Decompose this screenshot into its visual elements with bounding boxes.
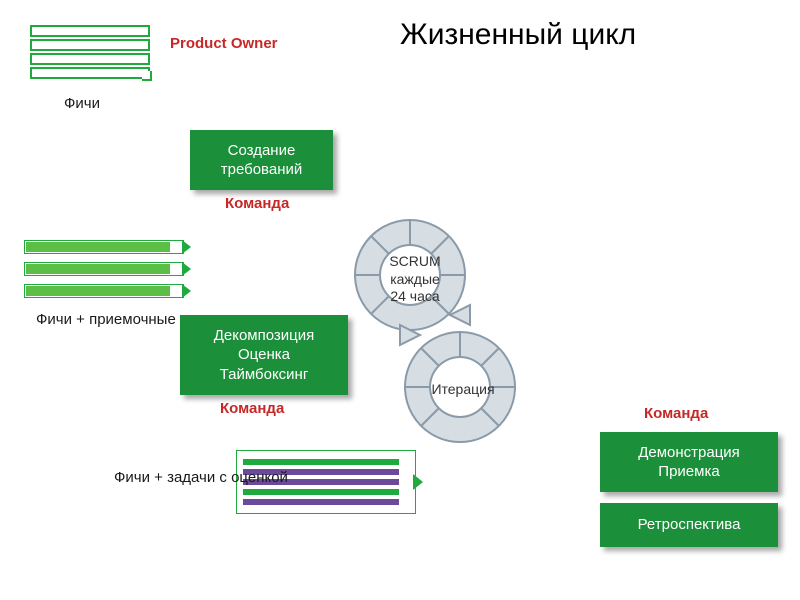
- scrum-cycle: [340, 215, 530, 445]
- features-tests-stack: [24, 240, 184, 306]
- cycle-top-label: SCRUM каждые 24 часа: [380, 253, 450, 306]
- demonstration-box: Демонстрация Приемка: [600, 432, 778, 492]
- page-title: Жизненный цикл: [400, 18, 636, 52]
- product-owner-label: Product Owner: [170, 35, 278, 52]
- features-tasks-caption: Фичи + задачи с оценкой: [114, 468, 288, 488]
- retrospective-box: Ретроспектива: [600, 503, 778, 547]
- features-caption: Фичи: [64, 95, 100, 112]
- team-label-3: Команда: [644, 405, 708, 422]
- features-stack: [30, 25, 150, 81]
- team-label-2: Команда: [220, 400, 284, 417]
- decomposition-box: Декомпозиция Оценка Таймбоксинг: [180, 315, 348, 395]
- diagram-canvas: Жизненный цикл Product Owner Фичи Создан…: [0, 0, 800, 600]
- cycle-bottom-label: Итерация: [428, 381, 498, 399]
- team-label-1: Команда: [225, 195, 289, 212]
- creation-box: Создание требований: [190, 130, 333, 190]
